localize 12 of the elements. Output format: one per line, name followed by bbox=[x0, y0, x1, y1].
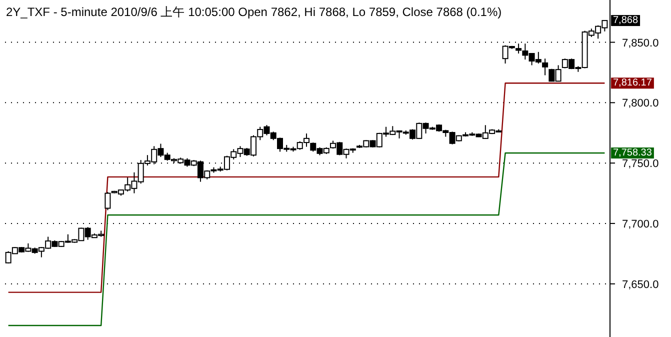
y-tick-label: 7,850.0 bbox=[622, 37, 659, 50]
text: 2Y_TXF - 5-minute 2010/9/6 上午 10:05:00 Open 7862, Hi 7868, Lo 7859, Close 7868 (0.1%) bbox=[6, 5, 502, 19]
value-box: 7,868 bbox=[611, 15, 640, 26]
candlestick bbox=[542, 58, 548, 76]
value-box: 7,816.17 bbox=[611, 78, 654, 89]
candlestick bbox=[516, 43, 522, 54]
value-box: 7,758.33 bbox=[611, 148, 654, 158]
y-tick-label: 7,750.0 bbox=[622, 158, 659, 170]
y-tick-label: 7,650.0 bbox=[622, 278, 659, 291]
y-tick-label: 7,700.0 bbox=[622, 218, 659, 230]
y-tick-label: 7,800.0 bbox=[622, 98, 659, 110]
candlestick bbox=[104, 192, 111, 211]
